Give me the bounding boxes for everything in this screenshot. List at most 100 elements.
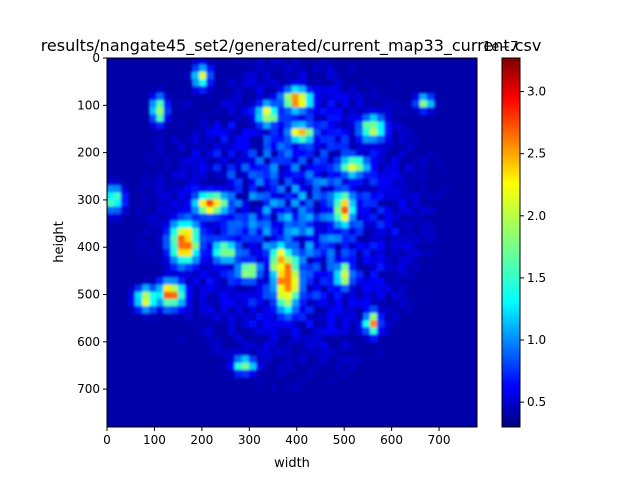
- heatmap-cell: [412, 263, 421, 272]
- heatmap-cell: [227, 178, 236, 187]
- heatmap-cell: [348, 206, 357, 215]
- heatmap-cell: [369, 114, 378, 123]
- heatmap-cell: [334, 78, 343, 87]
- heatmap-cell: [206, 341, 215, 350]
- heatmap-cell: [270, 58, 279, 66]
- heatmap-cell: [248, 298, 257, 307]
- heatmap-cell: [284, 178, 293, 187]
- y-tick-label: 700: [77, 382, 100, 396]
- heatmap-cell: [206, 227, 215, 236]
- heatmap-cell: [263, 178, 272, 187]
- heatmap-cell: [412, 249, 421, 258]
- heatmap-cell: [298, 71, 307, 80]
- y-tick-label: 200: [77, 146, 100, 160]
- heatmap-cell: [256, 78, 264, 87]
- heatmap-cell: [263, 270, 272, 279]
- heatmap-cell: [298, 121, 307, 130]
- heatmap-cell: [341, 149, 350, 158]
- heatmap-cell: [241, 206, 250, 215]
- heatmap-cell: [327, 199, 336, 208]
- heatmap-cell: [163, 227, 172, 236]
- heatmap-cell: [312, 178, 321, 187]
- heatmap-cell: [142, 298, 151, 307]
- heatmap-cell: [291, 121, 300, 130]
- heatmap-cell: [163, 277, 172, 286]
- heatmap-cell: [234, 263, 243, 272]
- heatmap-cell: [248, 156, 257, 165]
- heatmap-cell: [305, 121, 314, 130]
- heatmap-cell: [256, 171, 264, 180]
- heatmap-cell: [263, 348, 272, 357]
- heatmap-cell: [199, 227, 208, 236]
- heatmap-cell: [163, 270, 172, 279]
- heatmap-cell: [234, 164, 243, 172]
- heatmap-cell: [277, 121, 286, 130]
- heatmap-cell: [206, 199, 215, 208]
- heatmap-cell: [405, 270, 414, 279]
- heatmap-cell: [149, 220, 158, 229]
- heatmap-cell: [384, 121, 393, 130]
- heatmap-cell: [419, 235, 428, 243]
- heatmap-cell: [305, 242, 314, 250]
- heatmap-cell: [405, 100, 414, 109]
- heatmap-cell: [227, 249, 236, 258]
- heatmap-cell: [206, 270, 215, 279]
- heatmap-cell: [206, 242, 215, 250]
- heatmap-cell: [412, 199, 421, 208]
- heatmap-cell: [327, 305, 336, 314]
- heatmap-cell: [199, 242, 208, 250]
- heatmap-cell: [248, 164, 257, 172]
- heatmap-cell: [412, 171, 421, 180]
- heatmap-cell: [298, 305, 307, 314]
- heatmap-cell: [234, 156, 243, 165]
- heatmap-cell: [419, 220, 428, 229]
- heatmap-cell: [312, 249, 321, 258]
- heatmap-cell: [220, 128, 229, 137]
- heatmap-cell: [107, 199, 115, 208]
- heatmap-cell: [348, 355, 357, 364]
- heatmap-cell: [298, 156, 307, 165]
- heatmap-cell: [355, 185, 364, 194]
- heatmap-cell: [277, 114, 286, 123]
- heatmap-cell: [270, 298, 279, 307]
- heatmap-cell: [334, 199, 343, 208]
- heatmap-cell: [341, 192, 350, 201]
- heatmap-cell: [277, 270, 286, 279]
- heatmap-cell: [227, 320, 236, 329]
- heatmap-cell: [163, 185, 172, 194]
- heatmap-cell: [369, 291, 378, 300]
- heatmap-cell: [355, 213, 364, 222]
- heatmap-cell: [298, 277, 307, 286]
- heatmap-cell: [284, 156, 293, 165]
- heatmap-cell: [284, 71, 293, 80]
- heatmap-cell: [156, 93, 165, 101]
- heatmap-cell: [184, 249, 193, 258]
- heatmap-cell: [184, 178, 193, 187]
- heatmap-cell: [405, 256, 414, 265]
- heatmap-cell: [320, 121, 328, 130]
- heatmap-cell: [191, 156, 200, 165]
- heatmap-cell: [305, 313, 314, 321]
- heatmap-cell: [206, 192, 215, 201]
- heatmap-cell: [206, 149, 215, 158]
- heatmap-cell: [213, 249, 222, 258]
- heatmap-cell: [227, 263, 236, 272]
- heatmap-cell: [284, 284, 293, 293]
- heatmap-cell: [298, 291, 307, 300]
- heatmap-cell: [405, 164, 414, 172]
- heatmap-cell: [384, 114, 393, 123]
- heatmap-cell: [177, 156, 186, 165]
- heatmap-cell: [263, 249, 272, 258]
- heatmap-cell: [149, 114, 158, 123]
- heatmap-cell: [334, 227, 343, 236]
- heatmap-cell: [191, 64, 200, 73]
- heatmap-cell: [270, 220, 279, 229]
- heatmap-cell: [156, 135, 165, 144]
- heatmap-cell: [291, 334, 300, 343]
- heatmap-cell: [355, 135, 364, 144]
- heatmap-cell: [298, 178, 307, 187]
- heatmap-cell: [213, 171, 222, 180]
- heatmap-cell: [127, 284, 136, 293]
- heatmap-cell: [170, 305, 179, 314]
